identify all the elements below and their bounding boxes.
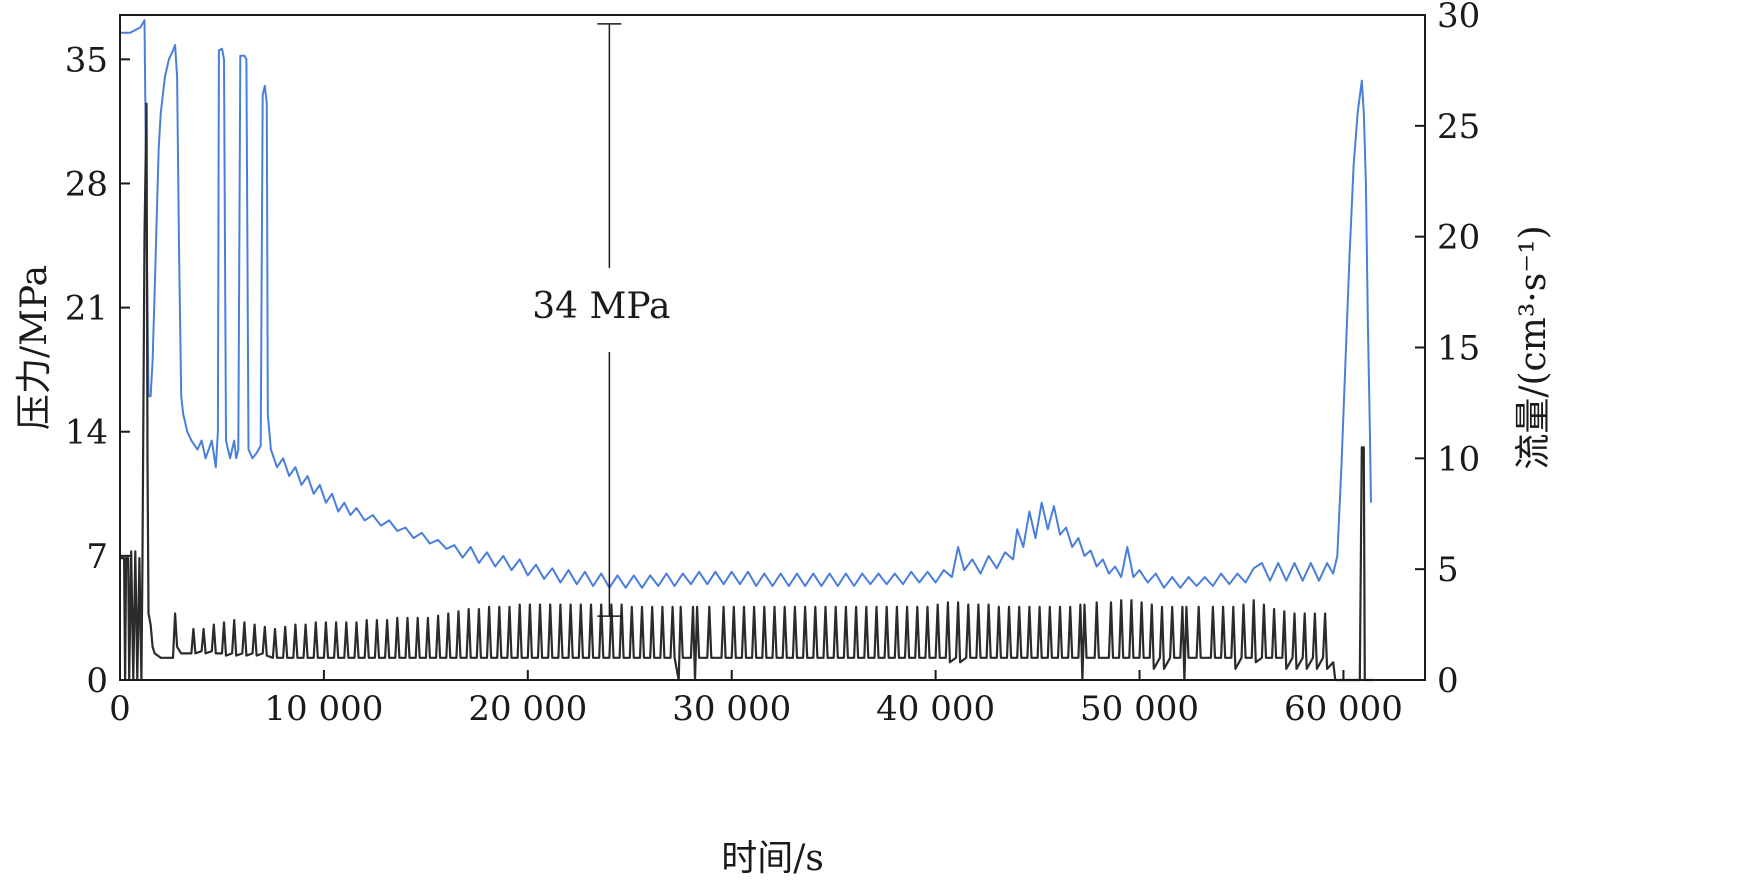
left-y-tick-label: 35: [65, 40, 108, 80]
right-y-axis-title: 流量/(cm³·s⁻¹): [1513, 225, 1554, 469]
x-tick-label: 30 000: [672, 689, 791, 729]
right-y-tick-label: 25: [1437, 107, 1480, 147]
annotation-label: 34 MPa: [532, 286, 670, 327]
left-y-tick-label: 21: [65, 289, 108, 329]
left-y-tick-label: 7: [86, 537, 108, 577]
left-y-tick-label: 28: [65, 164, 108, 204]
left-y-axis-ticks: 0 7 14 21 28 35: [65, 40, 130, 701]
x-axis-ticks: 0 10 000 20 000 30 000 40 000 50 000 60 000: [109, 670, 1403, 729]
plot-frame: [119, 14, 1426, 681]
annotation-layer: 34 MPa: [532, 23, 670, 617]
right-y-tick-label: 10: [1437, 439, 1480, 479]
x-tick-label: 60 000: [1284, 689, 1403, 729]
left-y-axis-title: 压力/MPa: [14, 265, 55, 430]
x-tick-label: 40 000: [876, 689, 995, 729]
x-tick-label: 0: [109, 689, 131, 729]
right-y-tick-label: 30: [1437, 0, 1480, 36]
right-y-axis-ticks: 0 5 10 15 20 25 30: [1415, 0, 1480, 701]
right-y-tick-label: 5: [1437, 550, 1459, 590]
x-tick-label: 20 000: [468, 689, 587, 729]
series-layer: [120, 19, 1374, 682]
x-axis-title: 时间/s: [721, 838, 824, 879]
axes-layer: [119, 14, 1426, 681]
right-y-tick-label: 0: [1437, 661, 1459, 701]
left-y-tick-label: 0: [86, 661, 108, 701]
flow-series-line: [120, 102, 1374, 682]
left-y-tick-label: 14: [65, 413, 108, 453]
right-y-tick-label: 15: [1437, 329, 1480, 369]
x-tick-label: 10 000: [264, 689, 383, 729]
x-tick-label: 50 000: [1080, 689, 1199, 729]
right-y-tick-label: 20: [1437, 218, 1480, 258]
pressure-series-line: [120, 19, 1372, 589]
